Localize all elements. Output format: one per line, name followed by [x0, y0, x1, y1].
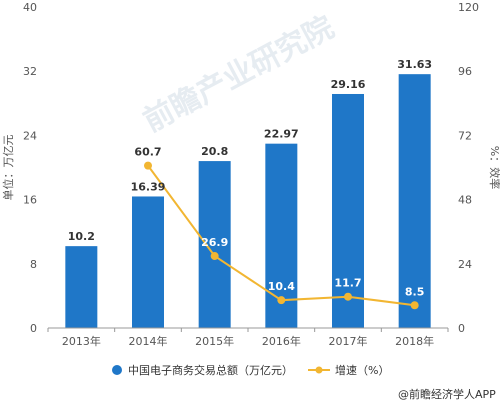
bar: [332, 93, 364, 328]
line-data-label: 10.4: [268, 280, 295, 293]
y-left-tick-label: 32: [23, 65, 37, 78]
bar: [65, 246, 98, 328]
bar-data-label: 29.16: [331, 78, 366, 91]
legend-line-label: 增速（%）: [335, 363, 389, 377]
y-left-axis-title: 单位：万亿元: [1, 135, 15, 201]
legend: 中国电子商务交易总额（万亿元） 增速（%）: [112, 363, 389, 377]
watermark-layer: 前瞻产业研究院: [138, 10, 340, 139]
y-right-tick-label: 24: [458, 258, 472, 271]
line-data-label: 60.7: [134, 146, 161, 159]
bar-data-label: 22.97: [264, 128, 299, 141]
bar-data-label: 10.2: [68, 230, 95, 243]
growth-point: [410, 301, 419, 310]
bar-data-label: 31.63: [397, 58, 432, 71]
x-tick-label: 2013年: [62, 334, 101, 348]
bar-data-label: 20.8: [201, 145, 228, 158]
growth-point: [277, 296, 286, 305]
data-labels-group: 10.2 16.39 20.8 22.97 29.16 31.63 60.7 26.9 10.4…: [68, 58, 432, 298]
x-tick-label: 2018年: [395, 334, 434, 348]
x-tick-label: 2017年: [329, 334, 368, 348]
watermark-text: 前瞻产业研究院: [138, 10, 340, 139]
line-data-label: 11.7: [334, 277, 361, 290]
y-right-tick-label: 96: [458, 65, 472, 78]
legend-line-point: [315, 366, 323, 374]
bar: [398, 74, 431, 328]
growth-point: [144, 161, 152, 170]
line-data-label: 26.9: [201, 236, 228, 249]
y-left-tick-label: 16: [23, 194, 37, 207]
y-left-tick-label: 40: [23, 1, 37, 14]
y-left-tick-label: 8: [30, 258, 37, 271]
axes-group: 2013年 2014年 2015年 2016年 2017年 2018年 0 8 16 24 32 40…: [1, 1, 500, 348]
line-data-label: 8.5: [405, 285, 425, 298]
y-right-tick-label: 0: [458, 322, 465, 335]
x-tick-label: 2014年: [129, 334, 168, 348]
growth-point: [344, 292, 352, 301]
legend-bar-marker: [112, 365, 122, 375]
bar: [198, 161, 231, 328]
bar-data-label: 16.39: [131, 180, 166, 193]
y-right-tick-label: 72: [458, 129, 472, 142]
x-tick-label: 2015年: [195, 334, 234, 348]
y-left-tick-label: 0: [30, 322, 37, 335]
growth-point: [210, 252, 219, 261]
bar: [132, 196, 164, 328]
y-left-tick-label: 24: [23, 129, 37, 142]
y-right-tick-label: 48: [458, 194, 472, 207]
legend-bar-label: 中国电子商务交易总额（万亿元）: [128, 363, 293, 377]
x-tick-label: 2016年: [262, 334, 301, 348]
bars-group: [65, 74, 431, 328]
line-series-group: [144, 161, 419, 310]
y-right-tick-label: 120: [458, 1, 479, 14]
y-right-axis-title: %：效率: [488, 146, 500, 189]
source-text: @前瞻经济学人APP: [398, 387, 496, 401]
